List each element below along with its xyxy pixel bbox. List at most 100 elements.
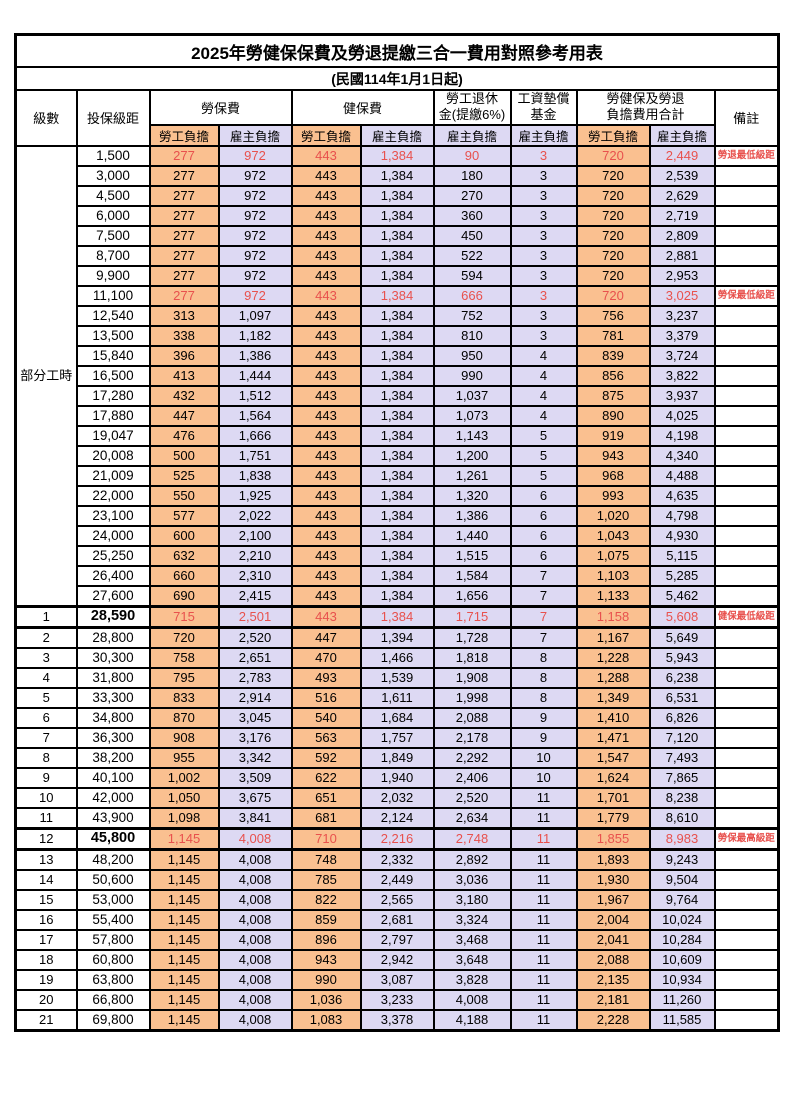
level-cell: 13 xyxy=(14,848,78,871)
col-header-remark: 備註 xyxy=(713,89,780,147)
labor-worker-cell: 1,145 xyxy=(148,908,220,931)
total-worker-cell: 1,967 xyxy=(575,888,651,911)
health-employer-cell: 1,384 xyxy=(359,144,435,167)
total-employer-cell: 3,724 xyxy=(648,344,716,367)
total-worker-cell: 1,020 xyxy=(575,504,651,527)
wage-fund-cell: 7 xyxy=(509,626,578,649)
health-employer-cell: 1,384 xyxy=(359,484,435,507)
wage-fund-cell: 11 xyxy=(509,888,578,911)
table-row: 4,500 277 972 443 1,384 270 3 720 2,629 xyxy=(16,184,780,207)
bracket-cell: 28,800 xyxy=(75,626,151,649)
labor-employer-cell: 2,520 xyxy=(217,626,293,649)
labor-employer-cell: 4,008 xyxy=(217,848,293,871)
total-worker-cell: 919 xyxy=(575,424,651,447)
bracket-cell: 25,250 xyxy=(75,544,151,567)
wage-fund-cell: 11 xyxy=(509,868,578,891)
wage-fund-cell: 3 xyxy=(509,184,578,207)
col-header-pension: 勞工退休 金(提繳6%) xyxy=(432,89,512,126)
pension-employer-cell: 1,073 xyxy=(432,404,512,427)
pension-employer-cell: 1,728 xyxy=(432,626,512,649)
level-cell: 16 xyxy=(14,908,78,931)
col-header-wage-fund-line1: 工資墊償 xyxy=(517,91,570,106)
header-row-sub: 勞工負擔 雇主負擔 勞工負擔 雇主負擔 雇主負擔 雇主負擔 勞工負擔 雇主負擔 xyxy=(16,123,779,147)
labor-employer-cell: 972 xyxy=(217,284,293,307)
remark-cell xyxy=(713,484,780,507)
labor-worker-cell: 313 xyxy=(148,304,220,327)
remark-cell xyxy=(713,344,780,367)
bracket-cell: 66,800 xyxy=(75,988,151,1011)
total-employer-cell: 5,943 xyxy=(648,646,716,669)
health-employer-cell: 1,384 xyxy=(359,524,435,547)
pension-employer-cell: 1,656 xyxy=(432,584,512,607)
total-employer-cell: 11,260 xyxy=(648,988,716,1011)
total-worker-cell: 2,088 xyxy=(575,948,651,971)
labor-employer-cell: 1,386 xyxy=(217,344,293,367)
table-row: 18 60,800 1,145 4,008 943 2,942 3,648 11 2,088 10… xyxy=(14,948,780,971)
level-cell: 部分工時 xyxy=(14,144,78,607)
col-header-bracket: 投保級距 xyxy=(75,89,151,147)
labor-worker-cell: 1,145 xyxy=(148,888,220,911)
health-employer-cell: 2,681 xyxy=(359,908,435,931)
pension-employer-cell: 1,261 xyxy=(432,464,512,487)
subheader-total-worker: 勞工負擔 xyxy=(575,123,651,147)
total-worker-cell: 1,893 xyxy=(575,848,651,871)
labor-worker-cell: 660 xyxy=(148,564,220,587)
pension-employer-cell: 360 xyxy=(432,204,512,227)
labor-worker-cell: 1,145 xyxy=(148,928,220,951)
pension-employer-cell: 3,468 xyxy=(432,928,512,951)
labor-employer-cell: 972 xyxy=(217,264,293,287)
health-worker-cell: 470 xyxy=(290,646,362,669)
labor-worker-cell: 413 xyxy=(148,364,220,387)
wage-fund-cell: 3 xyxy=(509,164,578,187)
pension-employer-cell: 3,180 xyxy=(432,888,512,911)
health-worker-cell: 443 xyxy=(290,164,362,187)
health-employer-cell: 1,684 xyxy=(359,706,435,729)
bracket-cell: 53,000 xyxy=(75,888,151,911)
health-worker-cell: 493 xyxy=(290,666,362,689)
remark-cell: 勞保最高級距 xyxy=(713,826,780,851)
bracket-cell: 7,500 xyxy=(75,224,151,247)
labor-employer-cell: 1,097 xyxy=(217,304,293,327)
table-row: 26,400 660 2,310 443 1,384 1,584 7 1,103 5,285 xyxy=(16,564,780,587)
health-employer-cell: 1,384 xyxy=(359,184,435,207)
bracket-cell: 12,540 xyxy=(75,304,151,327)
total-worker-cell: 756 xyxy=(575,304,651,327)
total-worker-cell: 2,041 xyxy=(575,928,651,951)
health-employer-cell: 1,384 xyxy=(359,564,435,587)
health-employer-cell: 2,565 xyxy=(359,888,435,911)
total-worker-cell: 1,471 xyxy=(575,726,651,749)
health-employer-cell: 1,384 xyxy=(359,204,435,227)
total-employer-cell: 4,488 xyxy=(648,464,716,487)
health-employer-cell: 1,384 xyxy=(359,344,435,367)
bracket-cell: 22,000 xyxy=(75,484,151,507)
bracket-cell: 34,800 xyxy=(75,706,151,729)
labor-worker-cell: 632 xyxy=(148,544,220,567)
wage-fund-cell: 3 xyxy=(509,304,578,327)
col-header-pension-line2: 金(提繳6%) xyxy=(438,107,506,123)
health-worker-cell: 748 xyxy=(290,848,362,871)
wage-fund-cell: 8 xyxy=(509,666,578,689)
total-worker-cell: 720 xyxy=(575,204,651,227)
health-employer-cell: 2,124 xyxy=(359,806,435,829)
labor-employer-cell: 2,415 xyxy=(217,584,293,607)
pension-employer-cell: 450 xyxy=(432,224,512,247)
level-cell: 1 xyxy=(14,604,78,629)
health-worker-cell: 443 xyxy=(290,484,362,507)
remark-cell xyxy=(713,686,780,709)
labor-employer-cell: 1,838 xyxy=(217,464,293,487)
table-row: 16,500 413 1,444 443 1,384 990 4 856 3,822 xyxy=(16,364,780,387)
total-employer-cell: 4,340 xyxy=(648,444,716,467)
total-worker-cell: 720 xyxy=(575,144,651,167)
wage-fund-cell: 11 xyxy=(509,826,578,851)
wage-fund-cell: 6 xyxy=(509,484,578,507)
table-row: 11 43,900 1,098 3,841 681 2,124 2,634 11 1,779 8,… xyxy=(14,806,780,829)
total-worker-cell: 993 xyxy=(575,484,651,507)
bracket-cell: 57,800 xyxy=(75,928,151,951)
remark-cell xyxy=(713,848,780,871)
health-worker-cell: 592 xyxy=(290,746,362,769)
pension-employer-cell: 3,036 xyxy=(432,868,512,891)
total-worker-cell: 1,075 xyxy=(575,544,651,567)
table-row: 15 53,000 1,145 4,008 822 2,565 3,180 11 1,967 9,… xyxy=(14,888,780,911)
table-row: 7,500 277 972 443 1,384 450 3 720 2,809 xyxy=(16,224,780,247)
table-row: 10 42,000 1,050 3,675 651 2,032 2,520 11 1,701 8,… xyxy=(14,786,780,809)
